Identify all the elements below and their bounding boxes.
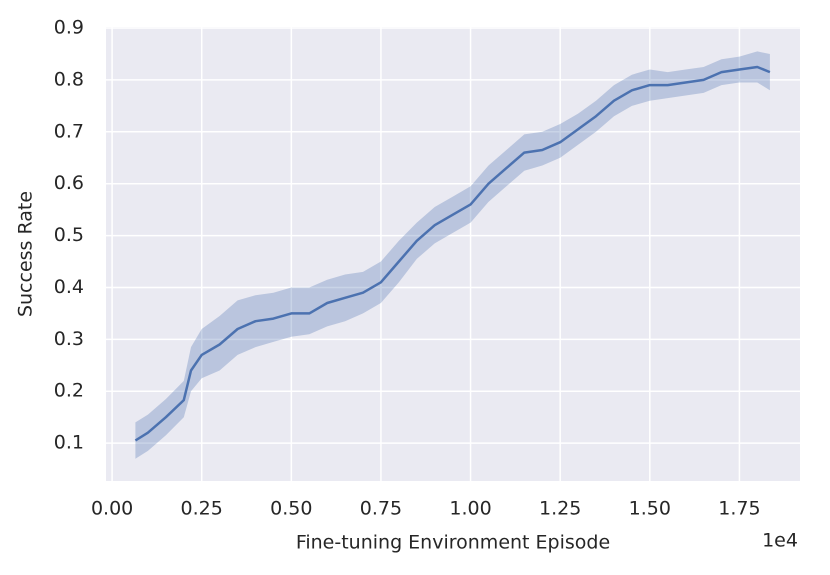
y-tick-label: 0.1 [54,432,84,454]
x-tick-label: 0.00 [91,498,133,520]
plot-background [106,27,800,481]
y-tick-label: 0.6 [54,172,84,194]
y-tick-label: 0.2 [54,380,84,402]
x-tick-label: 0.50 [270,498,312,520]
y-tick-label: 0.3 [54,328,84,350]
x-tick-label: 0.75 [360,498,402,520]
x-tick-label: 1.00 [449,498,491,520]
y-tick-label: 0.8 [54,68,84,90]
x-tick-label: 0.25 [181,498,223,520]
y-tick-label: 0.5 [54,224,84,246]
x-tick-label: 1.50 [629,498,671,520]
line [134,65,771,442]
y-tick-label: 0.9 [54,17,84,39]
y-axis-label: Success Rate [15,191,37,317]
x-axis-label: Fine-tuning Environment Episode [296,532,610,554]
x-offset-label: 1e4 [762,530,798,552]
y-tick-label: 0.4 [54,276,84,298]
y-tick-label: 0.7 [54,120,84,142]
x-tick-label: 1.25 [539,498,581,520]
x-tick-label: 1.75 [718,498,760,520]
